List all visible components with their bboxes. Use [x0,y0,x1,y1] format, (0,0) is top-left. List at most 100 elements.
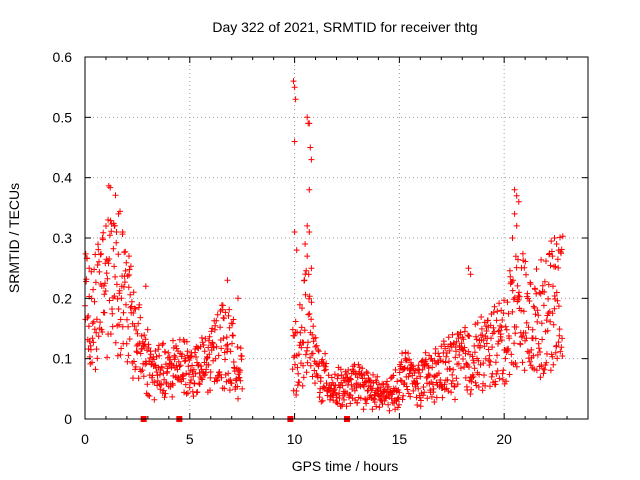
data-point [552,349,559,356]
data-point [299,305,305,312]
data-point [483,340,490,347]
data-point [447,365,454,372]
data-point [535,312,542,319]
data-point [547,262,554,269]
data-point [318,398,325,405]
data-point [556,326,563,333]
data-point [435,350,442,357]
data-point [432,345,439,352]
data-point [422,349,429,356]
data-point [385,383,392,390]
data-point [186,357,193,364]
data-point [515,256,521,263]
data-point [486,352,493,359]
data-point [180,375,187,382]
data-point [100,282,107,289]
data-point [234,344,241,350]
data-point [454,381,461,388]
data-point [491,303,498,310]
data-point [522,258,529,265]
data-point [91,266,98,273]
data-point [492,359,499,366]
data-point [504,299,511,306]
data-point [218,374,225,381]
data-point [480,337,487,344]
data-point [142,361,149,368]
data-point [294,382,301,389]
data-point [147,355,154,361]
data-point [537,349,543,355]
data-point [461,344,468,351]
data-point [554,256,561,263]
data-point [396,389,403,396]
data-point [291,229,298,235]
data-point [205,361,212,368]
data-point [101,309,108,316]
data-point [172,354,179,361]
data-point [478,325,485,332]
data-point [518,307,525,314]
data-point [549,253,556,260]
data-point [425,371,432,378]
data-point [501,297,507,304]
data-point [101,291,108,298]
data-point [348,381,355,388]
data-point [452,354,459,361]
data-point [291,332,298,339]
data-point [304,359,311,366]
x-tick-label: 10 [287,431,303,447]
data-point [399,396,406,403]
data-point [456,352,463,358]
data-point [371,399,378,406]
axis-ticks: 0 0.1 0.2 0.3 0.4 0.5 0.6 0 5 10 15 20 [53,49,588,447]
data-point [497,331,504,338]
data-point [218,345,225,352]
data-point [105,260,112,267]
data-point [304,222,311,229]
data-point [503,326,510,333]
data-point [308,299,315,306]
data-point [551,235,558,241]
y-tick-label: 0.2 [53,290,73,306]
data-point [473,333,479,340]
data-point [488,373,495,380]
data-point [196,380,203,387]
data-point [449,377,456,384]
data-point [417,373,424,380]
data-point [199,376,206,383]
data-point [337,366,344,373]
data-point [116,287,123,294]
data-point [106,297,113,304]
data-point [92,251,99,258]
data-point [481,372,487,379]
data-point [379,401,386,408]
data-point [177,362,184,369]
data-point [135,375,142,382]
data-point [93,346,100,353]
data-point [423,374,430,381]
data-point [511,210,518,217]
data-point [331,371,338,378]
data-point [306,310,313,317]
data-point [220,335,227,342]
data-point [151,396,158,403]
data-point [312,334,319,341]
data-point [460,347,467,354]
data-point [465,265,472,272]
data-point [455,335,462,342]
data-point [521,367,528,374]
data-point [213,317,220,324]
data-point [400,392,407,399]
data-point [553,289,560,296]
data-point [296,379,303,386]
y-tick-label: 0 [64,411,72,427]
data-point [102,288,109,294]
data-point [128,298,135,305]
data-point [396,401,402,408]
data-point [306,186,313,193]
data-point [110,245,117,252]
data-point [305,311,312,318]
data-point [86,265,93,272]
data-point [345,367,352,373]
data-point [509,287,516,294]
